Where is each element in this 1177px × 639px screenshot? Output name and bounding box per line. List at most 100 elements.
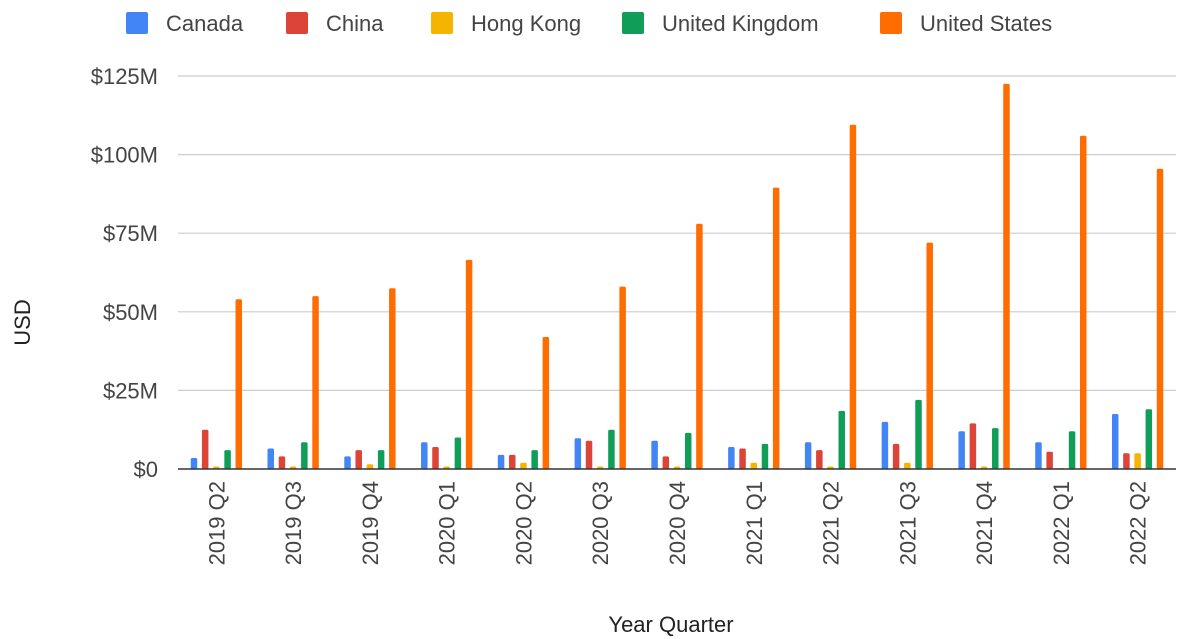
y-tick-label: $100M xyxy=(91,143,158,168)
y-tick-label: $75M xyxy=(103,221,158,246)
x-tick-label: 2022 Q1 xyxy=(1049,481,1074,565)
bar-united-kingdom-2019-q2 xyxy=(224,450,231,469)
bar-hong-kong-2019-q4 xyxy=(366,464,374,469)
bar-united-states-2019-q2 xyxy=(235,299,243,469)
bar-united-states-2020-q3 xyxy=(619,286,626,469)
bar-china-2019-q3 xyxy=(278,456,286,469)
bar-united-states-2019-q3 xyxy=(312,296,319,469)
bar-canada-2020-q1 xyxy=(421,442,428,469)
bar-china-2021-q1 xyxy=(739,448,746,469)
bar-united-states-2021-q1 xyxy=(772,187,780,470)
x-tick-label: 2021 Q2 xyxy=(819,481,844,565)
gridlines xyxy=(178,75,1176,391)
legend: Canada China Hong Kong United Kingdom United… xyxy=(126,11,1052,36)
bar-united-states-2020-q1 xyxy=(465,259,473,469)
bar-united-states-2020-q2 xyxy=(542,336,550,469)
bar-united-kingdom-2021-q2 xyxy=(838,410,845,469)
bar-hong-kong-2022-q2 xyxy=(1134,453,1141,469)
bar-china-2020-q2 xyxy=(509,454,516,469)
bar-china-2020-q1 xyxy=(432,446,439,469)
bar-canada-2022-q2 xyxy=(1111,413,1119,469)
x-tick-label: 2020 Q3 xyxy=(588,481,613,565)
x-tick-label: 2020 Q4 xyxy=(665,481,690,565)
legend-swatch xyxy=(622,12,644,34)
legend-item-united-kingdom: United Kingdom xyxy=(622,11,819,36)
legend-swatch xyxy=(126,12,148,34)
x-tick-label: 2021 Q3 xyxy=(895,481,920,565)
bar-united-kingdom-2020-q1 xyxy=(454,437,462,469)
bar-china-2021-q3 xyxy=(892,443,900,469)
bar-united-states-2021-q2 xyxy=(849,124,857,469)
bar-united-states-2022-q1 xyxy=(1080,135,1087,470)
bar-canada-2019-q2 xyxy=(190,458,198,469)
x-tick-label: 2020 Q1 xyxy=(435,481,460,565)
legend-label: Canada xyxy=(166,11,244,36)
bar-canada-2021-q2 xyxy=(804,442,812,469)
bar-united-kingdom-2020-q2 xyxy=(531,450,538,469)
legend-item-china: China xyxy=(286,11,384,36)
legend-item-canada: Canada xyxy=(126,11,244,36)
bars xyxy=(190,83,1164,470)
x-axis-title: Year Quarter xyxy=(608,612,733,637)
bar-china-2021-q4 xyxy=(969,423,977,469)
x-tick-label: 2019 Q3 xyxy=(281,481,306,565)
bar-canada-2020-q2 xyxy=(497,454,505,469)
legend-label: China xyxy=(326,11,384,36)
bar-canada-2021-q4 xyxy=(958,431,965,469)
bar-canada-2019-q3 xyxy=(267,448,274,469)
bar-china-2022-q1 xyxy=(1046,451,1053,469)
y-tick-label: $0 xyxy=(134,457,158,482)
bar-canada-2022-q1 xyxy=(1035,442,1042,469)
bar-china-2019-q4 xyxy=(355,450,362,469)
bar-canada-2021-q3 xyxy=(881,421,889,469)
bar-china-2019-q2 xyxy=(201,429,209,469)
y-tick-label: $125M xyxy=(91,64,158,89)
bar-united-states-2020-q4 xyxy=(696,223,703,469)
x-tick-label: 2020 Q2 xyxy=(512,481,537,565)
bar-canada-2019-q4 xyxy=(344,456,351,469)
x-tick-label: 2021 Q4 xyxy=(972,481,997,565)
bar-united-kingdom-2021-q3 xyxy=(915,399,922,469)
bar-united-kingdom-2020-q3 xyxy=(608,429,615,469)
bar-united-states-2022-q2 xyxy=(1156,168,1164,469)
x-tick-label: 2019 Q4 xyxy=(358,481,383,565)
legend-label: United Kingdom xyxy=(662,11,819,36)
bar-united-kingdom-2022-q2 xyxy=(1145,409,1153,469)
bar-hong-kong-2021-q1 xyxy=(750,462,758,469)
x-tick-label: 2019 Q2 xyxy=(204,481,229,565)
bar-china-2022-q2 xyxy=(1123,453,1130,469)
bar-hong-kong-2020-q2 xyxy=(520,462,527,469)
x-axis-ticks: 2019 Q2 2019 Q3 2019 Q4 2020 Q1 2020 Q2 2020 … xyxy=(204,481,1150,565)
bar-united-states-2021-q3 xyxy=(926,242,933,469)
bar-china-2020-q4 xyxy=(662,456,670,469)
bar-canada-2020-q3 xyxy=(574,438,582,469)
bar-united-kingdom-2022-q1 xyxy=(1068,431,1076,469)
legend-label: Hong Kong xyxy=(471,11,581,36)
y-tick-label: $50M xyxy=(103,300,158,325)
bar-united-kingdom-2020-q4 xyxy=(684,432,692,469)
x-tick-label: 2022 Q2 xyxy=(1126,481,1151,565)
bar-china-2020-q3 xyxy=(585,440,593,469)
bar-hong-kong-2021-q3 xyxy=(904,462,911,469)
bar-china-2021-q2 xyxy=(816,450,823,469)
bar-united-kingdom-2019-q3 xyxy=(301,442,308,469)
legend-item-united-states: United States xyxy=(880,11,1052,36)
bar-canada-2021-q1 xyxy=(728,446,735,469)
legend-label: United States xyxy=(920,11,1052,36)
bar-canada-2020-q4 xyxy=(651,440,658,469)
y-axis-title: USD xyxy=(10,299,35,345)
x-tick-label: 2021 Q1 xyxy=(742,481,767,565)
bar-united-states-2019-q4 xyxy=(389,288,396,469)
y-tick-label: $25M xyxy=(103,378,158,403)
y-axis-ticks: $0 $25M $50M $75M $100M $125M xyxy=(91,64,158,482)
legend-swatch xyxy=(286,12,308,34)
bar-united-kingdom-2021-q4 xyxy=(992,428,999,469)
legend-swatch xyxy=(431,12,453,34)
bar-united-states-2021-q4 xyxy=(1003,83,1010,470)
legend-swatch xyxy=(880,12,902,34)
bar-united-kingdom-2019-q4 xyxy=(377,450,385,469)
legend-item-hong-kong: Hong Kong xyxy=(431,11,581,36)
bar-united-kingdom-2021-q1 xyxy=(761,443,769,469)
